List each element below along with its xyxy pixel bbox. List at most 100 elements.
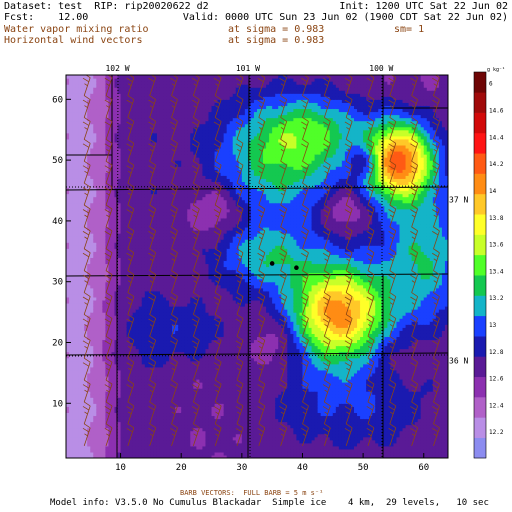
field-cell bbox=[117, 144, 122, 149]
field-cell bbox=[123, 306, 128, 310]
field-cell bbox=[69, 287, 73, 292]
field-cell bbox=[126, 394, 131, 398]
field-cell bbox=[87, 169, 91, 173]
field-cell bbox=[120, 354, 125, 359]
field-cell bbox=[129, 427, 134, 432]
field-cell bbox=[75, 147, 79, 152]
field-cell bbox=[126, 150, 131, 155]
field-cell bbox=[99, 184, 103, 189]
field-cell bbox=[84, 445, 88, 450]
field-cell bbox=[108, 248, 113, 252]
field-cell bbox=[93, 144, 97, 149]
field-cell bbox=[81, 135, 85, 140]
field-cell bbox=[78, 418, 82, 423]
field-cell bbox=[120, 278, 125, 283]
field-cell bbox=[114, 266, 119, 271]
field-cell bbox=[126, 163, 131, 167]
field-cell bbox=[90, 214, 94, 219]
field-cell bbox=[78, 427, 82, 432]
field-cell bbox=[84, 375, 88, 380]
field-cell bbox=[84, 433, 88, 438]
field-cell bbox=[69, 372, 73, 377]
field-cell bbox=[102, 132, 107, 137]
field-cell bbox=[81, 269, 85, 274]
field-cell bbox=[81, 333, 85, 338]
field-cell bbox=[117, 302, 122, 307]
field-cell bbox=[66, 445, 70, 450]
field-cell bbox=[69, 345, 73, 350]
field-cell bbox=[102, 239, 107, 243]
field-cell bbox=[81, 248, 85, 252]
field-cell bbox=[75, 284, 79, 289]
field-cell bbox=[78, 245, 82, 249]
field-cell bbox=[93, 403, 97, 407]
field-cell bbox=[123, 141, 128, 146]
field-cell bbox=[108, 412, 113, 417]
field-cell bbox=[102, 400, 107, 404]
field-cell bbox=[108, 336, 113, 341]
field-cell bbox=[96, 108, 100, 113]
field-cell bbox=[120, 427, 125, 432]
field-cell bbox=[81, 260, 85, 265]
field-cell bbox=[120, 214, 125, 219]
field-cell bbox=[84, 388, 88, 392]
field-cell bbox=[120, 123, 125, 128]
field-cell bbox=[66, 421, 70, 426]
field-cell bbox=[93, 272, 97, 277]
field-cell bbox=[87, 172, 91, 176]
field-cell bbox=[72, 108, 76, 113]
field-cell bbox=[72, 245, 76, 249]
field-cell bbox=[72, 439, 76, 444]
field-cell bbox=[99, 382, 103, 386]
field-cell bbox=[93, 436, 97, 441]
field-cell bbox=[78, 354, 82, 359]
field-cell bbox=[114, 254, 119, 258]
field-cell bbox=[75, 190, 79, 195]
field-cell bbox=[72, 169, 76, 173]
field-cell bbox=[105, 454, 110, 458]
field-cell bbox=[120, 208, 125, 213]
field-cell bbox=[117, 105, 122, 110]
field-cell bbox=[99, 245, 103, 249]
field-cell bbox=[111, 175, 116, 179]
field-cell bbox=[114, 175, 119, 179]
field-cell bbox=[102, 172, 107, 176]
field-cell bbox=[129, 217, 134, 222]
field-cell bbox=[132, 315, 137, 319]
field-cell bbox=[66, 403, 70, 407]
field-cell bbox=[96, 196, 100, 201]
field-cell bbox=[129, 230, 134, 234]
field-cell bbox=[117, 397, 122, 401]
field-cell bbox=[132, 372, 137, 377]
field-cell bbox=[90, 415, 94, 420]
field-cell bbox=[90, 306, 94, 310]
field-cell bbox=[66, 160, 70, 164]
field-cell bbox=[75, 281, 79, 286]
field-cell bbox=[78, 208, 82, 213]
field-cell bbox=[96, 324, 100, 328]
field-cell bbox=[81, 138, 85, 143]
field-cell bbox=[108, 154, 113, 158]
field-cell bbox=[117, 278, 122, 283]
field-cell bbox=[96, 266, 100, 271]
field-cell bbox=[123, 400, 128, 404]
field-cell bbox=[78, 184, 82, 189]
field-cell bbox=[90, 442, 94, 447]
field-cell bbox=[90, 427, 94, 432]
field-cell bbox=[93, 205, 97, 210]
field-cell bbox=[90, 126, 94, 131]
field-cell bbox=[66, 129, 70, 134]
field-cell bbox=[108, 445, 113, 450]
field-cell bbox=[117, 160, 122, 164]
field-cell bbox=[93, 309, 97, 313]
field-cell bbox=[102, 388, 107, 392]
field-cell bbox=[75, 111, 79, 116]
field-cell bbox=[108, 378, 113, 383]
field-cell bbox=[105, 184, 110, 189]
field-cell bbox=[123, 90, 128, 94]
field-cell bbox=[84, 199, 88, 204]
field-cell bbox=[93, 114, 97, 119]
field-cell bbox=[102, 433, 107, 438]
field-cell bbox=[126, 141, 131, 146]
field-cell bbox=[117, 366, 122, 371]
